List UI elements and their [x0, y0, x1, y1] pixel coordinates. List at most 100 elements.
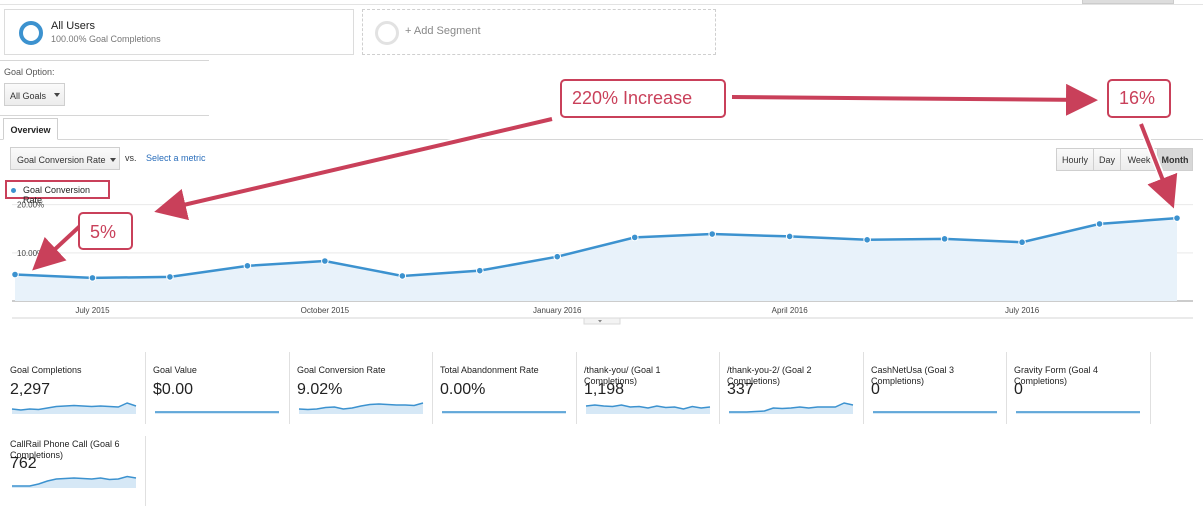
scorecard[interactable]: Goal Conversion Rate 9.02%	[290, 365, 433, 433]
data-point[interactable]	[243, 262, 252, 270]
scorecard-value: 0	[871, 381, 880, 398]
scorecard-sparkline	[442, 411, 566, 414]
scorecard-label: Goal Value	[153, 365, 197, 375]
tab-overview[interactable]: Overview	[3, 118, 58, 140]
scorecard-value: 1,198	[584, 381, 625, 398]
scorecard[interactable]: Total Abandonment Rate 0.00%	[433, 365, 576, 433]
arrow-to-end-point	[1139, 123, 1178, 209]
chevron-down-icon	[110, 158, 116, 162]
line-chart: July 2015 October 2015 January 2016 April 2…	[11, 201, 1193, 325]
segment-ring-icon	[19, 21, 43, 45]
series-area	[15, 218, 1177, 301]
callout-start-value: 5%	[78, 212, 133, 250]
scorecard-label: CashNetUsa (Goal 3 Completions)	[871, 365, 955, 386]
add-segment-button[interactable]: + Add Segment	[362, 9, 716, 55]
chart-resize-handle[interactable]	[583, 317, 621, 325]
data-point[interactable]	[553, 252, 562, 261]
goal-option-dropdown[interactable]: All Goals	[4, 83, 65, 106]
data-point[interactable]	[708, 230, 717, 238]
scorecard-divider	[145, 436, 146, 506]
legend-label: Goal Conversion Rate	[23, 185, 91, 205]
scorecard-label: Total Abandonment Rate	[440, 365, 539, 375]
x-tick-label: April 2016	[772, 306, 809, 315]
data-point[interactable]	[630, 233, 639, 242]
metric-dropdown-value: Goal Conversion Rate	[17, 155, 106, 165]
data-point[interactable]	[785, 232, 794, 241]
scorecard-sparkline	[155, 411, 279, 414]
divider	[0, 115, 209, 116]
top-toolbar-button[interactable]	[1082, 0, 1174, 4]
tab-bar-divider	[0, 139, 1203, 140]
x-tick-label: October 2015	[301, 306, 350, 315]
scorecard-value: 762	[10, 455, 37, 472]
goal-option-label: Goal Option:	[4, 67, 55, 77]
scorecard[interactable]: Goal Value $0.00	[146, 365, 289, 433]
scorecard[interactable]: Goal Completions 2,297	[3, 365, 146, 433]
callout-end-value: 16%	[1107, 79, 1171, 118]
segment-title: All Users	[51, 20, 96, 32]
scorecard-divider	[863, 352, 864, 424]
data-point[interactable]	[88, 274, 97, 282]
add-segment-label: + Add Segment	[405, 25, 481, 37]
scorecard-divider	[1006, 352, 1007, 424]
scorecard-sparkline	[873, 411, 997, 414]
scorecard-divider	[432, 352, 433, 424]
scorecard-divider	[1150, 352, 1151, 424]
series-line	[14, 216, 1178, 280]
scorecard-label: CallRail Phone Call (Goal 6 Completions)	[10, 439, 120, 460]
data-point[interactable]	[940, 235, 949, 243]
scorecard[interactable]: CallRail Phone Call (Goal 6 Completions)…	[3, 439, 146, 507]
x-tick-label: July 2016	[1005, 306, 1040, 315]
chart-legend: Goal Conversion Rate	[5, 180, 110, 205]
scorecard-divider	[719, 352, 720, 424]
data-point[interactable]	[321, 257, 329, 265]
data-point[interactable]	[166, 273, 174, 281]
scorecard-label: Goal Conversion Rate	[297, 365, 386, 375]
scorecard[interactable]: /thank-you-2/ (Goal 2 Completions) 337	[720, 365, 863, 433]
segment-all-users[interactable]: All Users 100.00% Goal Completions	[4, 9, 354, 55]
resize-chevron-icon	[598, 320, 602, 323]
arrow-to-end-value	[731, 83, 1098, 116]
vs-label: vs.	[125, 153, 137, 163]
scorecard-sparkline	[12, 475, 137, 488]
arrow-to-start-point	[32, 224, 82, 271]
scorecard-divider	[289, 352, 290, 424]
annotation-arrows	[32, 83, 1178, 271]
data-point[interactable]	[398, 272, 407, 280]
scorecard[interactable]: CashNetUsa (Goal 3 Completions) 0	[864, 365, 1007, 433]
x-tick-label: July 2015	[75, 306, 110, 315]
scorecard-value: 2,297	[10, 381, 51, 398]
scorecard-divider	[145, 352, 146, 424]
scorecard-value: 9.02%	[297, 381, 343, 398]
scorecard-label: Goal Completions	[10, 365, 82, 375]
scorecard[interactable]: /thank-you/ (Goal 1 Completions) 1,198	[577, 365, 720, 433]
data-point[interactable]	[1173, 214, 1181, 222]
scorecard-sparkline	[585, 404, 711, 414]
goal-option-value: All Goals	[10, 91, 47, 101]
scorecard-label: /thank-you/ (Goal 1 Completions)	[584, 365, 661, 386]
scorecard-value: 337	[727, 381, 754, 398]
top-divider	[0, 4, 1203, 5]
scorecard-value: 0.00%	[440, 381, 486, 398]
callout-increase: 220% Increase	[560, 79, 726, 118]
data-point[interactable]	[1018, 238, 1026, 247]
data-point[interactable]	[11, 270, 19, 279]
empty-segment-ring-icon	[375, 21, 399, 45]
data-point[interactable]	[1095, 220, 1104, 228]
scorecard-value: 0	[1014, 381, 1023, 398]
scorecard[interactable]: Gravity Form (Goal 4 Completions) 0	[1007, 365, 1150, 433]
scorecard-label: /thank-you-2/ (Goal 2 Completions)	[727, 365, 812, 386]
select-metric-link[interactable]: Select a metric	[146, 153, 206, 163]
data-point[interactable]	[476, 266, 484, 275]
y-tick-label: 10.00%	[17, 249, 44, 258]
segment-subtitle: 100.00% Goal Completions	[51, 34, 161, 44]
scorecard-sparkline	[11, 402, 137, 414]
data-point[interactable]	[863, 236, 871, 244]
metric-dropdown[interactable]: Goal Conversion Rate	[10, 147, 120, 170]
scorecard-sparkline	[298, 402, 424, 414]
scorecard-value: $0.00	[153, 381, 194, 398]
y-tick-label: 20.00%	[17, 201, 44, 210]
scorecard-sparkline	[729, 402, 854, 414]
scorecard-divider	[576, 352, 577, 424]
legend-dot	[11, 188, 16, 193]
